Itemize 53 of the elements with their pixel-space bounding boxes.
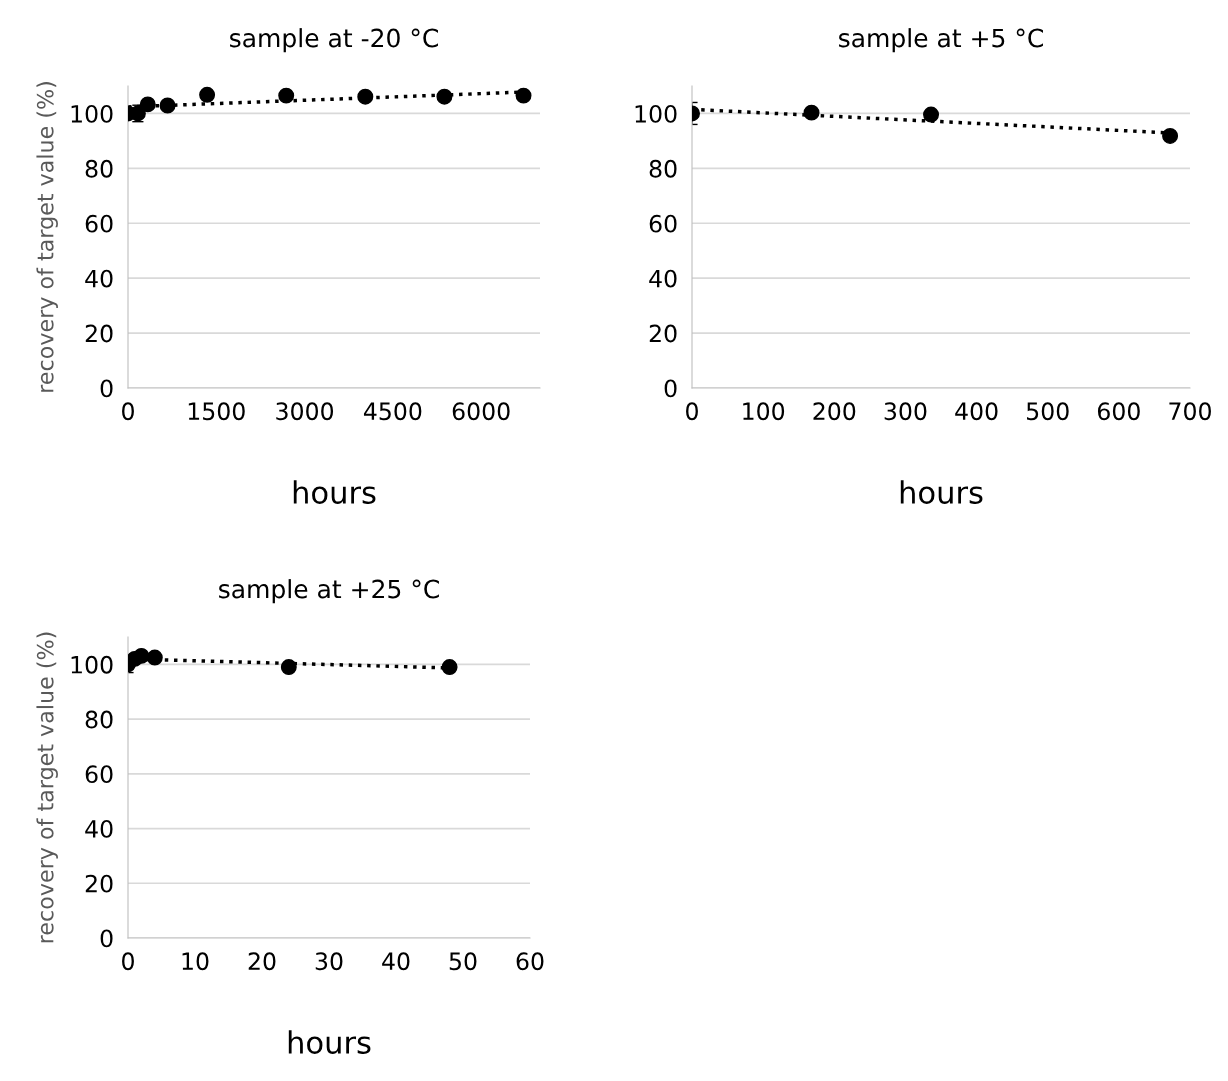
y-tick-label: 40: [649, 269, 677, 288]
y-tick-label: 20: [85, 874, 113, 893]
x-tick-label: 30: [315, 952, 343, 971]
x-tick-label: 600: [1097, 402, 1140, 421]
x-tick-label: 6000: [452, 402, 510, 421]
x-tick-label: 20: [248, 952, 276, 971]
y-tick-label: 80: [85, 159, 113, 178]
point: [159, 97, 176, 114]
x-axis-title: hours: [288, 1030, 371, 1054]
x-tick-label: 1500: [188, 402, 245, 421]
y-tick-label: 20: [649, 324, 677, 343]
x-tick-label: 10: [182, 952, 209, 971]
y-tick-label: 100: [71, 655, 113, 674]
chart-title: sample at -20 °C: [230, 28, 438, 53]
point: [357, 88, 374, 105]
y-tick-label: 0: [100, 929, 113, 948]
x-axis-title: hours: [293, 480, 376, 504]
x-tick-label: 100: [743, 402, 785, 421]
y-tick-label: 40: [85, 269, 113, 288]
point: [515, 87, 532, 104]
chart-title: sample at +5 °C: [839, 28, 1043, 53]
x-tick-label: 0: [686, 402, 698, 421]
x-tick-label: 400: [955, 402, 998, 421]
y-tick-label: 20: [85, 324, 113, 343]
y-tick-label: 100: [635, 104, 677, 123]
point: [199, 86, 216, 103]
y-tick-label: 0: [664, 379, 677, 398]
x-tick-label: 3000: [276, 402, 334, 421]
y-axis-title: recovery of target value (%): [36, 82, 58, 392]
x-tick-label: 0: [122, 952, 134, 971]
y-tick-label: 60: [649, 214, 677, 233]
y-tick-label: 80: [649, 159, 677, 178]
y-tick-label: 0: [100, 379, 113, 398]
y-tick-label: 80: [85, 710, 113, 729]
x-tick-label: 500: [1027, 402, 1069, 421]
x-tick-label: 40: [382, 952, 410, 971]
chart-title: sample at +25 °C: [219, 579, 439, 604]
y-axis-title: recovery of target value (%): [36, 632, 58, 943]
x-tick-label: 700: [1169, 402, 1211, 421]
x-axis-title: hours: [900, 480, 983, 504]
y-tick-label: 100: [71, 104, 113, 123]
x-tick-label: 60: [516, 952, 544, 971]
point: [436, 88, 453, 105]
x-tick-label: 300: [884, 402, 927, 421]
x-tick-label: 50: [449, 952, 477, 971]
x-tick-label: 0: [122, 402, 134, 421]
y-tick-label: 60: [85, 214, 113, 233]
x-tick-label: 200: [813, 402, 856, 421]
y-tick-label: 60: [85, 765, 113, 784]
point: [139, 96, 156, 113]
x-tick-label: 4500: [363, 402, 422, 421]
point: [278, 87, 295, 104]
y-tick-label: 40: [85, 819, 113, 838]
